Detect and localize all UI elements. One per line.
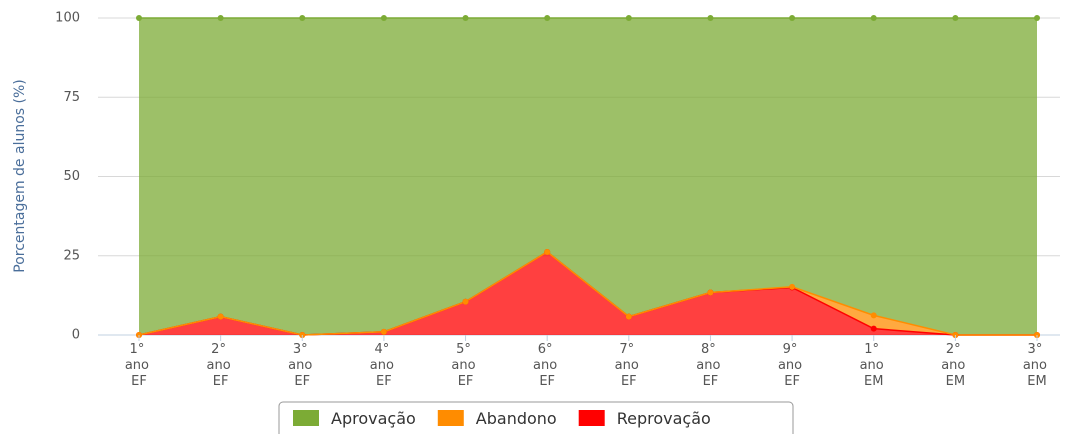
point: [217, 313, 224, 320]
point: [380, 15, 387, 21]
point: [789, 283, 796, 290]
point: [462, 15, 469, 21]
point: [789, 15, 796, 21]
area: [139, 18, 1037, 335]
line: [138, 251, 1037, 336]
y-tick-label: 0: [72, 328, 80, 343]
x-tick-label: 1° ano EF: [125, 342, 153, 389]
legend-label: Aprovação: [331, 409, 416, 428]
point: [380, 328, 387, 335]
legend-box: [278, 401, 794, 434]
point: [707, 15, 714, 21]
x-tick-label: 6° ano EF: [533, 342, 561, 389]
point: [136, 15, 142, 21]
legend-swatch: [578, 410, 605, 426]
x-tick-label: 2° ano EM: [941, 342, 969, 389]
point: [952, 15, 959, 21]
point: [707, 289, 714, 296]
point: [217, 15, 224, 21]
legend-label: Reprovação: [617, 409, 711, 428]
x-tick-label: 9° ano EF: [778, 342, 806, 389]
point: [625, 313, 632, 320]
point: [299, 15, 306, 21]
legend-swatch: [293, 410, 319, 426]
y-tick-label: 100: [55, 11, 80, 26]
point: [1034, 15, 1040, 21]
y-tick-label: 25: [63, 248, 80, 263]
x-tick-label: 2° ano EF: [206, 342, 234, 389]
y-tick-label: 50: [63, 169, 80, 184]
x-tick-label: 8° ano EF: [696, 342, 724, 389]
point: [870, 15, 877, 21]
x-tick-label: 4° ano EF: [370, 342, 398, 389]
x-tick-label: 3° ano EM: [1023, 342, 1051, 389]
legend-label: Abandono: [476, 409, 557, 428]
point: [544, 248, 551, 255]
x-tick-label: 3° ano EF: [288, 342, 316, 389]
y-axis-label: Porcentagem de alunos (%): [12, 79, 28, 273]
x-tick-label: 7° ano EF: [615, 342, 643, 389]
x-tick-label: 5° ano EF: [451, 342, 479, 389]
point: [462, 298, 469, 305]
point: [544, 15, 551, 21]
legend-swatch: [437, 410, 464, 426]
point: [870, 312, 877, 319]
area: [139, 251, 1037, 335]
point: [625, 15, 632, 21]
x-tick-label: 1° ano EM: [860, 342, 888, 389]
point: [870, 325, 877, 332]
y-tick-label: 75: [63, 90, 80, 105]
